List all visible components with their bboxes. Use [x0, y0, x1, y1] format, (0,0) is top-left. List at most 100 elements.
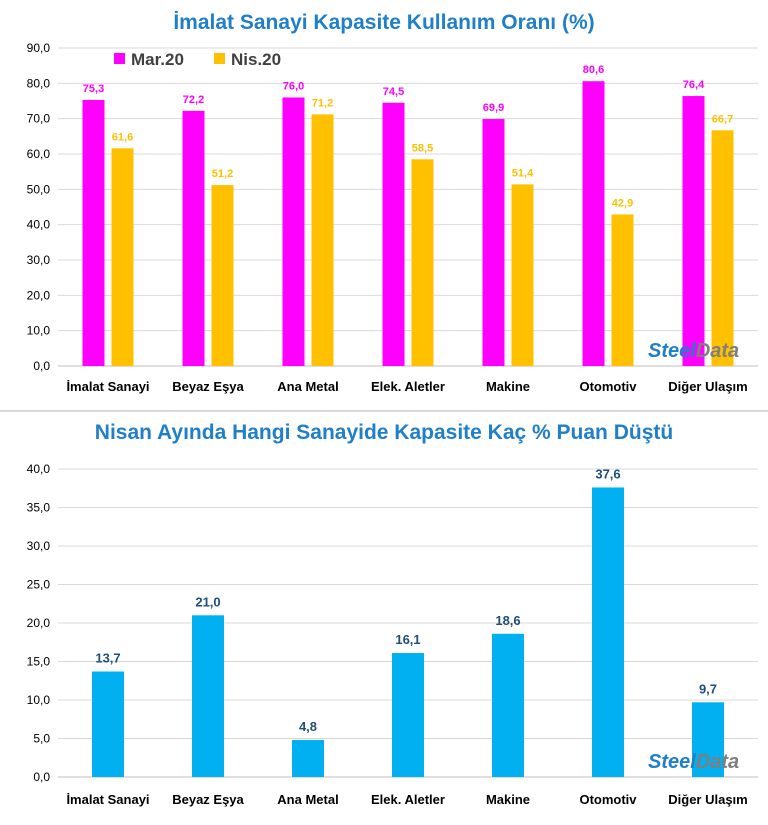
category-label: Diğer Ulaşım — [668, 792, 747, 807]
chart2-title: Nisan Ayında Hangi Sanayide Kapasite Kaç… — [95, 421, 673, 444]
y-tick-label: 25,0 — [27, 578, 51, 592]
chart2-categories: İmalat Sanayi Beyaz Eşya Ana Metal Elek. Al… — [66, 792, 747, 807]
data-label: 42,9 — [612, 197, 633, 209]
bar-nis20 — [311, 114, 334, 366]
watermark2-part2: Data — [696, 751, 739, 773]
svg-text:SteelData: SteelData — [648, 751, 739, 773]
bar-d — [592, 487, 624, 777]
bar-mar20 — [582, 81, 605, 367]
bar-d — [692, 702, 724, 777]
y-tick-label: 0,0 — [33, 770, 50, 784]
data-label: 9,7 — [699, 681, 717, 696]
bar-nis20 — [511, 184, 534, 366]
y-tick-label: 15,0 — [27, 655, 51, 669]
watermark-part2: Data — [696, 340, 739, 362]
bar-d — [192, 615, 224, 777]
category-label: Elek. Aletler — [371, 379, 445, 394]
y-tick-label: 35,0 — [27, 501, 51, 515]
data-label: 51,2 — [212, 168, 233, 180]
bar-mar20 — [482, 119, 505, 367]
data-label: 18,6 — [495, 613, 520, 628]
bar-nis20 — [111, 148, 134, 366]
y-tick-label: 0,0 — [33, 359, 50, 373]
category-label: Otomotiv — [579, 379, 637, 394]
y-tick-label: 30,0 — [27, 539, 51, 553]
y-tick-label: 30,0 — [27, 253, 51, 267]
y-tick-label: 60,0 — [27, 147, 51, 161]
capacity-drop-chart: Nisan Ayında Hangi Sanayide Kapasite Kaç… — [27, 421, 758, 807]
data-label: 69,9 — [483, 102, 504, 114]
capacity-drop-chart-panel: Nisan Ayında Hangi Sanayide Kapasite Kaç… — [0, 412, 768, 825]
legend-label-nis20: Nis.20 — [231, 50, 281, 69]
y-tick-label: 5,0 — [33, 732, 50, 746]
category-label: İmalat Sanayi — [66, 792, 149, 807]
y-tick-label: 40,0 — [27, 218, 51, 232]
steeldata-watermark-logo: SteelData — [648, 340, 739, 362]
chart1-categories: İmalat Sanayi Beyaz Eşya Ana Metal Elek. Al… — [66, 379, 747, 394]
bar-d — [92, 671, 124, 777]
bar-nis20 — [211, 185, 234, 366]
data-label: 74,5 — [383, 86, 404, 98]
category-label: Otomotiv — [579, 792, 637, 807]
watermark-part1: Steel — [648, 340, 696, 362]
legend-swatch-nis20 — [214, 53, 225, 64]
chart1-title: İmalat Sanayi Kapasite Kullanım Oranı (%… — [173, 11, 594, 34]
category-label: Elek. Aletler — [371, 792, 445, 807]
chart2-data-labels: 13,7 21,0 4,8 16,1 18,6 37,6 9,7 — [95, 466, 717, 734]
bar-mar20 — [682, 96, 705, 366]
data-label: 58,5 — [412, 142, 433, 154]
y-tick-label: 40,0 — [27, 462, 51, 476]
bar-mar20 — [82, 99, 105, 366]
chart1-y-ticks: 0,0 10,0 20,0 30,0 40,0 50,0 60,0 70,0 80,0 90,0 — [27, 41, 51, 373]
category-label: Makine — [486, 379, 530, 394]
category-label: Beyaz Eşya — [172, 792, 244, 807]
category-label: Makine — [486, 792, 530, 807]
y-tick-label: 20,0 — [27, 616, 51, 630]
data-label: 75,3 — [83, 83, 104, 95]
chart2-y-ticks: 0,0 5,0 10,0 15,0 20,0 25,0 30,0 35,0 40,0 — [27, 462, 51, 784]
data-label: 61,6 — [112, 131, 133, 143]
data-label: 16,1 — [395, 632, 420, 647]
data-label: 4,8 — [299, 719, 317, 734]
bar-mar20 — [182, 110, 205, 366]
data-label: 76,0 — [283, 80, 304, 92]
y-tick-label: 70,0 — [27, 112, 51, 126]
bar-nis20 — [611, 214, 634, 366]
y-tick-label: 50,0 — [27, 182, 51, 196]
category-label: Diğer Ulaşım — [668, 379, 747, 394]
data-label: 72,2 — [183, 94, 204, 106]
data-label: 13,7 — [95, 651, 120, 666]
svg-text:SteelData: SteelData — [648, 340, 739, 362]
y-tick-label: 90,0 — [27, 41, 51, 55]
bar-d — [492, 633, 524, 777]
chart1-legend: Mar.20 Nis.20 — [114, 50, 281, 69]
capacity-utilization-chart: İmalat Sanayi Kapasite Kullanım Oranı (%… — [27, 11, 758, 394]
data-label: 51,4 — [512, 167, 534, 179]
chart1-bars — [82, 81, 734, 367]
chart1-data-labels: 75,3 61,6 72,2 51,2 76,0 71,2 74,5 58,5 69,9 51,4… — [83, 64, 733, 209]
category-label: Beyaz Eşya — [172, 379, 244, 394]
panel-divider — [0, 410, 768, 412]
category-label: Ana Metal — [277, 379, 338, 394]
data-label: 37,6 — [595, 466, 620, 481]
data-label: 21,0 — [195, 594, 220, 609]
bar-d — [392, 653, 424, 777]
bar-mar20 — [282, 97, 305, 366]
watermark2-part1: Steel — [648, 751, 696, 773]
data-label: 76,4 — [683, 79, 705, 91]
bar-nis20 — [711, 130, 734, 366]
chart2-bars — [92, 487, 724, 777]
y-tick-label: 80,0 — [27, 76, 51, 90]
capacity-utilization-chart-panel: İmalat Sanayi Kapasite Kullanım Oranı (%… — [0, 0, 768, 410]
steeldata-watermark-logo-2: SteelData — [648, 751, 739, 773]
category-label: Ana Metal — [277, 792, 338, 807]
legend-swatch-mar20 — [114, 53, 125, 64]
category-label: İmalat Sanayi — [66, 379, 149, 394]
data-label: 71,2 — [312, 97, 333, 109]
y-tick-label: 10,0 — [27, 324, 51, 338]
bar-d — [292, 740, 324, 777]
y-tick-label: 20,0 — [27, 288, 51, 302]
legend-label-mar20: Mar.20 — [131, 50, 184, 69]
bar-mar20 — [382, 102, 405, 367]
chart1-gridlines — [58, 47, 758, 367]
